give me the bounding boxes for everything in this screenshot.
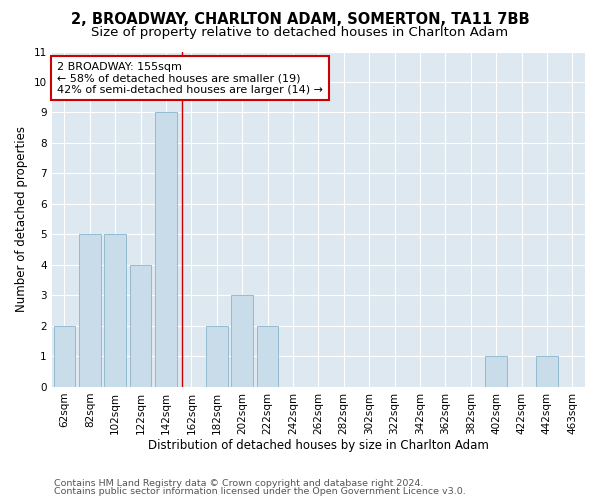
Text: Size of property relative to detached houses in Charlton Adam: Size of property relative to detached ho… [91, 26, 509, 39]
Bar [485, 356, 507, 387]
Text: 2 BROADWAY: 155sqm
← 58% of detached houses are smaller (19)
42% of semi-detache: 2 BROADWAY: 155sqm ← 58% of detached hou… [57, 62, 323, 95]
Bar [206, 326, 227, 387]
X-axis label: Distribution of detached houses by size in Charlton Adam: Distribution of detached houses by size … [148, 440, 489, 452]
Y-axis label: Number of detached properties: Number of detached properties [15, 126, 28, 312]
Text: Contains public sector information licensed under the Open Government Licence v3: Contains public sector information licen… [54, 487, 466, 496]
Bar [257, 326, 278, 387]
Bar [79, 234, 101, 387]
Bar [536, 356, 557, 387]
Text: 2, BROADWAY, CHARLTON ADAM, SOMERTON, TA11 7BB: 2, BROADWAY, CHARLTON ADAM, SOMERTON, TA… [71, 12, 529, 28]
Bar [232, 296, 253, 387]
Text: Contains HM Land Registry data © Crown copyright and database right 2024.: Contains HM Land Registry data © Crown c… [54, 478, 424, 488]
Bar [53, 326, 75, 387]
Bar [130, 265, 151, 387]
Bar [104, 234, 126, 387]
Bar [155, 112, 177, 387]
